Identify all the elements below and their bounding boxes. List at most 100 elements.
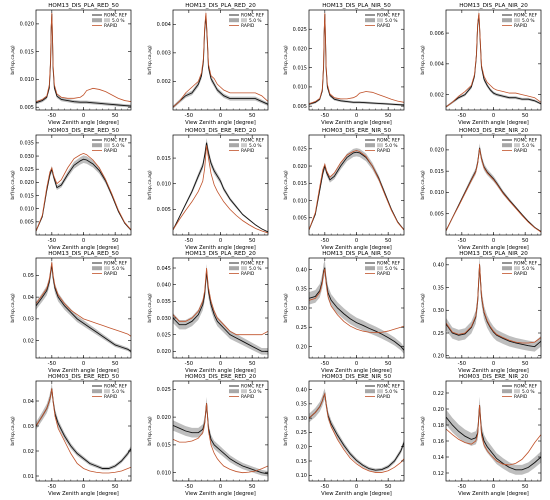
legend-percent: 5.0 % bbox=[385, 143, 398, 149]
x-tick-label: 0 bbox=[82, 113, 85, 119]
series-line-romc bbox=[173, 271, 268, 352]
legend-label-romc: ROMC REF bbox=[104, 138, 128, 144]
legend-percent: 5.0 % bbox=[249, 143, 262, 149]
legend-label-romc: ROMC REF bbox=[514, 261, 538, 267]
chart-title: HOM03_DIS_ERE_NIR_50 bbox=[322, 128, 391, 134]
y-axis-label: brf(sp,ca,ag) bbox=[420, 45, 426, 75]
chart-panel: HOM03_DIS_ERE_NIR_50 -50 0 50 0.005 0.010 0.01… bbox=[283, 128, 405, 251]
y-tick-label: 0.005 bbox=[430, 212, 444, 218]
x-tick-label: 50 bbox=[249, 113, 256, 119]
y-tick-label: 0.020 bbox=[157, 349, 171, 355]
x-tick-label: -50 bbox=[48, 238, 56, 244]
y-tick-label: 0.03 bbox=[23, 424, 34, 430]
legend-percent: 5.0 % bbox=[522, 143, 535, 149]
x-axis-label: View Zenith angle [degree] bbox=[48, 245, 119, 251]
y-tick-label: 0.020 bbox=[293, 164, 307, 170]
series-line-rapid bbox=[446, 13, 541, 108]
chart-title: HOM13_DIS_PLA_RED_50 bbox=[48, 251, 119, 257]
series-line-rapid bbox=[36, 152, 131, 232]
legend-label-romc: ROMC REF bbox=[514, 384, 538, 390]
y-tick-label: 0.040 bbox=[157, 282, 171, 288]
legend-label-romc: ROMC REF bbox=[514, 13, 538, 19]
chart-title: HOM13_DIS_PLA_RED_20 bbox=[185, 3, 256, 9]
x-tick-label: 0 bbox=[492, 113, 495, 119]
x-tick-label: 0 bbox=[355, 238, 358, 244]
y-tick-label: 0.015 bbox=[20, 49, 34, 55]
x-tick-label: 50 bbox=[522, 484, 529, 490]
series-line-rapid bbox=[309, 150, 404, 231]
legend-swatch-band bbox=[229, 143, 239, 148]
series-line-romc bbox=[446, 404, 541, 471]
legend-swatch-band-light bbox=[377, 143, 383, 148]
y-tick-label: 0.10 bbox=[296, 473, 307, 479]
series-line-rapid bbox=[446, 404, 541, 466]
x-tick-label: 0 bbox=[82, 238, 85, 244]
chart-title: HOM03_DIS_ERE_NIR_20 bbox=[459, 374, 528, 380]
legend-swatch-band-light bbox=[104, 389, 110, 394]
series-line-romc bbox=[173, 403, 268, 475]
y-axis-label: brf(sp,ca,ag) bbox=[147, 45, 153, 75]
legend-label-rapid: RAPID bbox=[377, 148, 391, 154]
x-tick-label: 50 bbox=[249, 484, 256, 490]
chart-panel: HOM03_DIS_ERE_NIR_20 -50 0 50 0.005 0.010 0.01… bbox=[420, 128, 542, 251]
legend-swatch-band bbox=[365, 266, 375, 271]
legend-label-rapid: RAPID bbox=[514, 394, 528, 400]
y-axis-label: brf(sp,ca,ag) bbox=[147, 416, 153, 446]
x-tick-label: 0 bbox=[355, 361, 358, 367]
legend-swatch-band bbox=[502, 18, 512, 23]
legend-label-romc: ROMC REF bbox=[104, 13, 128, 19]
y-tick-label: 0.02 bbox=[23, 449, 34, 455]
legend-label-rapid: RAPID bbox=[241, 271, 255, 277]
x-tick-label: -50 bbox=[458, 113, 466, 119]
x-tick-label: 50 bbox=[385, 113, 392, 119]
y-tick-label: 0.010 bbox=[20, 77, 34, 83]
x-tick-label: -50 bbox=[48, 361, 56, 367]
legend-percent: 5.0 % bbox=[385, 266, 398, 272]
legend-swatch-band bbox=[365, 389, 375, 394]
y-tick-label: 0.35 bbox=[296, 287, 307, 293]
x-tick-label: -50 bbox=[321, 361, 329, 367]
x-tick-label: -50 bbox=[458, 361, 466, 367]
x-tick-label: 50 bbox=[112, 484, 119, 490]
legend-label-romc: ROMC REF bbox=[241, 261, 265, 267]
y-axis-label: brf(sp,ca,ag) bbox=[10, 293, 16, 323]
series-line-romc bbox=[173, 15, 268, 108]
legend-swatch-band-light bbox=[377, 18, 383, 23]
chart-panel: HOM13_DIS_PLA_NIR_50 -50 0 50 0.20 0.25 0.30 0.… bbox=[283, 251, 405, 374]
y-tick-label: 0.05 bbox=[23, 273, 34, 279]
x-tick-label: 50 bbox=[385, 238, 392, 244]
y-tick-label: 0.12 bbox=[433, 471, 444, 477]
x-axis-label: View Zenith angle [degree] bbox=[458, 120, 529, 126]
legend-label-romc: ROMC REF bbox=[514, 138, 538, 144]
y-tick-label: 0.30 bbox=[296, 306, 307, 312]
legend-label-romc: ROMC REF bbox=[241, 13, 265, 19]
x-tick-label: 0 bbox=[219, 484, 222, 490]
legend-label-romc: ROMC REF bbox=[104, 384, 128, 390]
y-tick-label: 0.22 bbox=[433, 391, 444, 397]
series-line-romc bbox=[36, 264, 131, 352]
chart-panel: HOM03_DIS_ERE_NIR_20 -50 0 50 0.12 0.14 0.16 0.… bbox=[420, 374, 542, 497]
series-line-rapid bbox=[309, 392, 404, 473]
y-tick-label: 0.30 bbox=[296, 416, 307, 422]
y-tick-label: 0.025 bbox=[157, 332, 171, 338]
y-tick-label: 0.010 bbox=[157, 182, 171, 188]
y-tick-label: 0.25 bbox=[296, 430, 307, 436]
uncertainty-band bbox=[446, 143, 541, 232]
legend-label-rapid: RAPID bbox=[104, 148, 118, 154]
legend-label-rapid: RAPID bbox=[514, 23, 528, 29]
y-tick-label: 0.04 bbox=[23, 399, 34, 405]
legend-label-romc: ROMC REF bbox=[377, 261, 401, 267]
y-tick-label: 0.025 bbox=[20, 167, 34, 173]
y-tick-label: 0.003 bbox=[157, 51, 171, 57]
y-axis-label: brf(sp,ca,ag) bbox=[10, 416, 16, 446]
x-tick-label: 0 bbox=[219, 361, 222, 367]
x-tick-label: -50 bbox=[185, 113, 193, 119]
y-axis-label: brf(sp,ca,ag) bbox=[10, 170, 16, 200]
y-tick-label: 0.18 bbox=[433, 423, 444, 429]
y-tick-label: 0.002 bbox=[157, 79, 171, 85]
